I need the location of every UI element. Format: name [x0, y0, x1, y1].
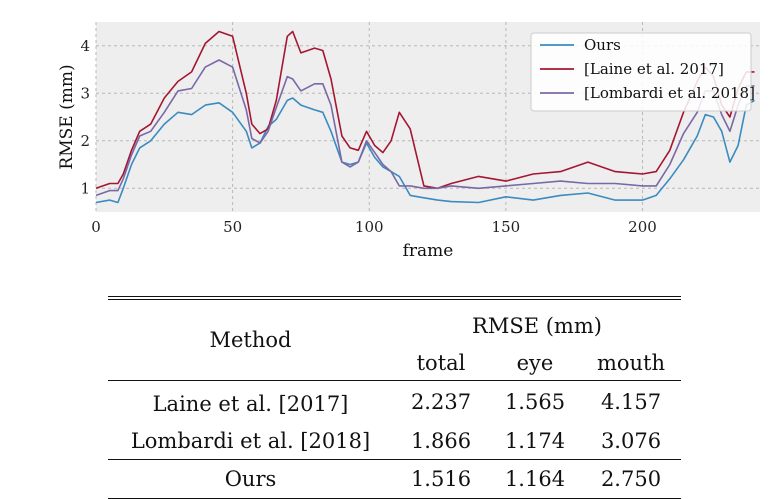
y-axis-label: RMSE (mm)	[57, 64, 77, 169]
table-row: Laine et al. [2017] 2.237 1.565 4.157	[108, 380, 681, 424]
x-tick-label: 0	[91, 218, 101, 236]
row-method: Ours	[224, 467, 277, 491]
row-total: 1.516	[410, 467, 472, 491]
rmse-line-chart: 0 50 100 150 200 1 2 3 4 frame RMSE (mm) Ours [La…	[57, 22, 760, 261]
legend-label-ours: Ours	[584, 36, 621, 54]
x-tick-label: 100	[355, 218, 384, 236]
x-tick-label: 200	[628, 218, 657, 236]
x-tick-label: 50	[223, 218, 242, 236]
x-axis-label: frame	[403, 241, 454, 261]
row-eye: 1.164	[504, 467, 566, 491]
legend-label-lombardi: [Lombardi et al. 2018]	[584, 84, 755, 102]
col-header-total: total	[416, 351, 466, 375]
row-total: 2.237	[410, 390, 472, 414]
series-group	[95, 30, 755, 204]
row-mouth: 2.750	[600, 467, 662, 491]
y-tick-label: 2	[80, 132, 90, 150]
row-total: 1.866	[410, 429, 472, 453]
results-table: Method RMSE (mm) total eye mouth Laine e…	[108, 296, 681, 499]
row-eye: 1.174	[504, 429, 566, 453]
table-row: Lombardi et al. [2018] 1.866 1.174 3.076	[108, 423, 681, 460]
method-header: Method	[209, 328, 292, 352]
y-tick-label: 4	[80, 37, 90, 55]
ticks: 0 50 100 150 200 1 2 3 4	[80, 37, 656, 236]
y-tick-label: 1	[80, 179, 90, 197]
row-method: Laine et al. [2017]	[152, 392, 349, 416]
legend: Ours [Laine et al. 2017] [Lombardi et al. …	[530, 32, 755, 112]
legend-label-laine: [Laine et al. 2017]	[584, 60, 724, 78]
row-eye: 1.565	[504, 390, 566, 414]
table-row: Ours 1.516 1.164 2.750	[108, 459, 681, 499]
col-header-eye: eye	[516, 351, 554, 375]
series-line-laine	[95, 30, 755, 190]
row-method: Lombardi et al. [2018]	[130, 429, 371, 453]
rmse-group-header: RMSE (mm)	[472, 314, 602, 338]
y-tick-label: 3	[80, 84, 90, 102]
legend-box	[530, 32, 752, 112]
row-mouth: 3.076	[600, 429, 662, 453]
x-tick-label: 150	[492, 218, 521, 236]
row-mouth: 4.157	[600, 390, 662, 414]
header-row-cols: total eye mouth	[108, 346, 681, 381]
header-row-group: Method RMSE (mm)	[108, 298, 681, 352]
series-line-lombardi	[95, 59, 755, 197]
col-header-mouth: mouth	[596, 351, 666, 375]
